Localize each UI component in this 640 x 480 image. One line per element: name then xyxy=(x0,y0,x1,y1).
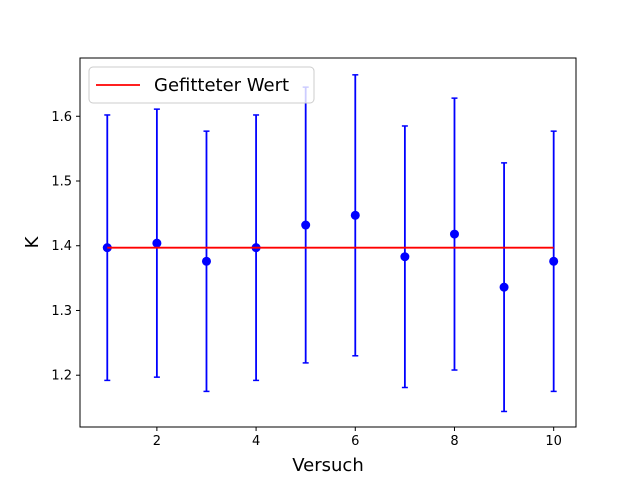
y-axis: 1.2 1.3 1.4 1.5 1.6 xyxy=(51,110,80,384)
data-point xyxy=(152,238,162,248)
x-tick-label: 6 xyxy=(351,434,359,449)
data-point xyxy=(549,256,559,266)
data-point xyxy=(350,210,360,220)
plot-marks xyxy=(102,74,559,413)
y-tick-label: 1.2 xyxy=(51,369,72,384)
legend-box xyxy=(88,66,315,104)
x-tick-label: 2 xyxy=(153,434,161,449)
plot-frame xyxy=(79,57,577,428)
y-tick-label: 1.5 xyxy=(51,175,72,190)
x-axis-label: Versuch xyxy=(292,455,363,476)
data-point xyxy=(201,256,211,266)
x-tick-label: 8 xyxy=(450,434,458,449)
y-tick-label: 1.4 xyxy=(51,239,72,254)
data-point xyxy=(499,282,509,292)
data-point xyxy=(449,229,459,239)
y-tick-label: 1.6 xyxy=(51,110,72,125)
errorbar-series xyxy=(102,74,559,413)
x-tick-label: 4 xyxy=(252,434,260,449)
data-point xyxy=(301,220,311,230)
x-tick-label: 10 xyxy=(545,434,562,449)
data-point xyxy=(400,252,410,262)
x-axis: 2 4 6 8 10 xyxy=(153,427,562,449)
y-tick-label: 1.3 xyxy=(51,304,72,319)
plot-area xyxy=(80,58,576,427)
y-axis-label: K xyxy=(22,235,43,248)
legend: Gefitteter Wert xyxy=(88,66,315,104)
legend-label: Gefitteter Wert xyxy=(154,75,289,96)
